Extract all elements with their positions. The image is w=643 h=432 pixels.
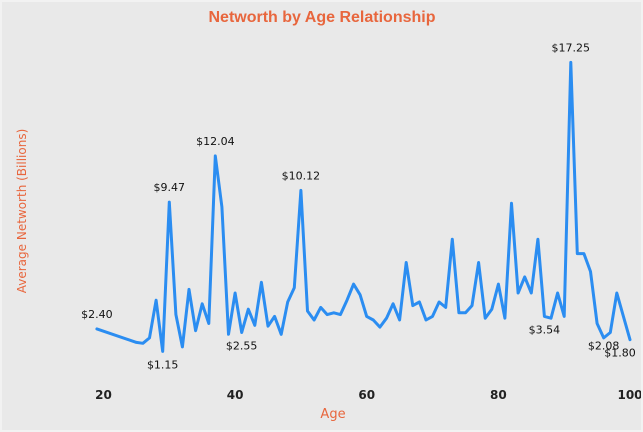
x-tick-label: 20: [95, 388, 112, 402]
x-axis-label: Age: [320, 407, 345, 422]
data-label: $9.47: [154, 181, 186, 194]
data-label: $2.40: [81, 308, 113, 321]
data-label: $1.80: [604, 347, 636, 360]
chart-title: Networth by Age Relationship: [209, 9, 436, 26]
data-label: $3.54: [529, 323, 561, 336]
x-tick-label: 40: [227, 388, 244, 402]
x-tick-label: 60: [358, 388, 375, 402]
data-label: $12.04: [196, 135, 235, 148]
data-label: $2.55: [226, 340, 258, 353]
x-tick-label: 80: [490, 388, 507, 402]
data-labels: $2.40 $1.15 $9.47 $12.04 $2.55 $10.12 $3.54 $17…: [81, 41, 636, 371]
x-axis-ticks: 20 40 60 80 100: [95, 388, 642, 402]
x-tick-label: 100: [617, 388, 642, 402]
y-axis-label: Average Networth (Billions): [15, 129, 29, 294]
data-label: $1.15: [147, 358, 179, 371]
series-layer: [95, 60, 632, 353]
data-label: $2.08: [588, 340, 620, 353]
networth-line: [95, 60, 632, 353]
data-label: $10.12: [282, 169, 321, 182]
data-label: $17.25: [552, 41, 591, 54]
